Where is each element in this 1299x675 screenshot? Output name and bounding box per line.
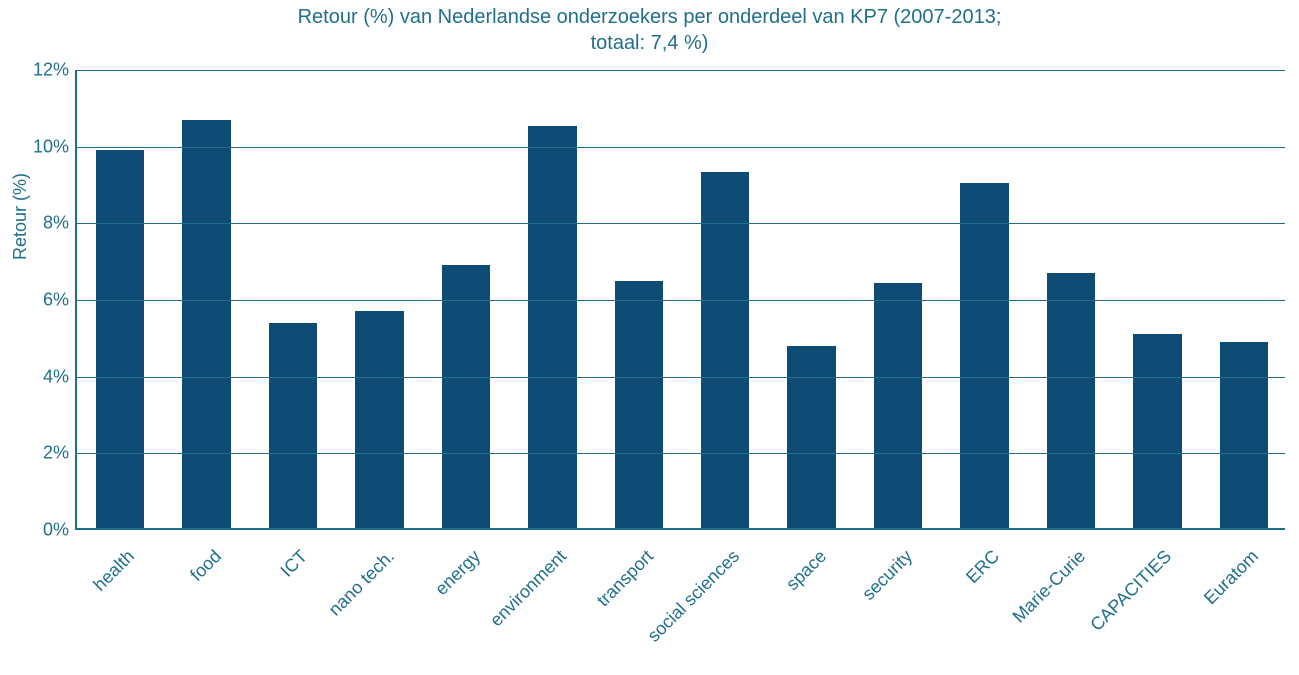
bar — [96, 150, 144, 528]
y-tick-label: 6% — [9, 290, 69, 311]
bar — [1133, 334, 1181, 528]
bar — [1047, 273, 1095, 528]
x-tick-label: security — [858, 546, 917, 605]
y-tick-label: 8% — [9, 213, 69, 234]
gridline — [77, 70, 1285, 71]
bar — [787, 346, 835, 528]
x-tick-label: CAPACITIES — [1087, 546, 1177, 636]
bar — [442, 265, 490, 528]
gridline — [77, 223, 1285, 224]
gridline — [77, 147, 1285, 148]
x-tick-label: ICT — [277, 546, 312, 581]
chart-title-line1: Retour (%) van Nederlandse onderzoekers … — [298, 6, 1002, 28]
x-tick-label: nano tech. — [324, 546, 398, 620]
x-tick-label: health — [90, 546, 140, 596]
chart-title: Retour (%) van Nederlandse onderzoekers … — [0, 0, 1299, 56]
bar — [701, 172, 749, 529]
gridline — [77, 377, 1285, 378]
y-tick-label: 12% — [9, 60, 69, 81]
y-tick-label: 2% — [9, 443, 69, 464]
y-tick-label: 10% — [9, 136, 69, 157]
bar-chart: Retour (%) van Nederlandse onderzoekers … — [0, 0, 1299, 675]
x-tick-label: environment — [486, 546, 571, 631]
bar — [269, 323, 317, 528]
gridline — [77, 300, 1285, 301]
x-tick-label: Marie-Curie — [1008, 546, 1089, 627]
x-tick-label: food — [186, 546, 226, 586]
x-tick-label: social sciences — [644, 546, 744, 646]
bar — [1220, 342, 1268, 528]
x-tick-label: energy — [431, 546, 485, 600]
chart-title-line2: totaal: 7,4 %) — [591, 32, 709, 54]
x-tick-label: Euratom — [1200, 546, 1263, 609]
x-tick-label: ERC — [962, 546, 1004, 588]
y-tick-label: 0% — [9, 520, 69, 541]
x-tick-label: space — [782, 546, 831, 595]
bar — [874, 283, 922, 528]
bars-container — [77, 70, 1285, 528]
y-tick-label: 4% — [9, 366, 69, 387]
x-tick-labels: health food ICT nano tech. energyenvironment… — [75, 540, 1285, 675]
bar — [355, 311, 403, 528]
bar — [182, 120, 230, 528]
gridline — [77, 453, 1285, 454]
bar — [960, 183, 1008, 528]
bar — [615, 281, 663, 528]
plot-area — [75, 70, 1285, 530]
bar — [528, 126, 576, 529]
x-tick-label: transport — [593, 546, 658, 611]
